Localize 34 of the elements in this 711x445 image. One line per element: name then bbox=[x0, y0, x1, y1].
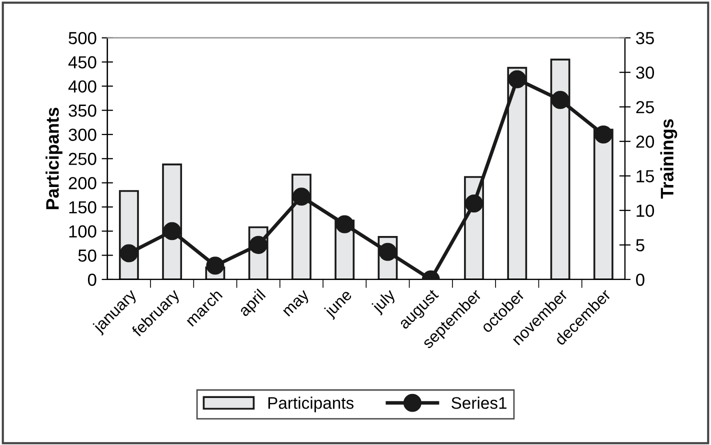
y-tick-label: 350 bbox=[68, 104, 96, 117]
x-tick-label: july bbox=[370, 288, 398, 316]
y2-tick-label: 20 bbox=[636, 136, 654, 148]
y-tick-label: 100 bbox=[69, 225, 96, 238]
y-tick-label: 0 bbox=[88, 274, 96, 286]
legend-label: Participants bbox=[268, 396, 354, 412]
y-tick-label: 200 bbox=[68, 176, 96, 190]
y2-tick-label: 0 bbox=[636, 274, 644, 286]
y-tick-label: 450 bbox=[68, 56, 96, 68]
y-tick-label: 300 bbox=[68, 128, 96, 141]
y-tick-label: 150 bbox=[69, 201, 96, 214]
legend-label: Series1 bbox=[452, 396, 506, 409]
y2-tick-label: 30 bbox=[636, 66, 654, 79]
point bbox=[163, 222, 182, 240]
point bbox=[120, 244, 138, 262]
y-axis-title: Participants bbox=[46, 108, 62, 210]
y2-tick-label: 35 bbox=[636, 32, 654, 44]
y2-tick-label: 10 bbox=[636, 204, 654, 217]
y-tick-label: 500 bbox=[68, 32, 96, 44]
y2-tick-label: 5 bbox=[636, 239, 644, 252]
y-tick-label: 250 bbox=[68, 152, 96, 166]
point bbox=[464, 194, 484, 213]
x-tick-label: may bbox=[282, 290, 312, 319]
y2-tick-label: 25 bbox=[636, 101, 654, 114]
point bbox=[508, 70, 526, 88]
y-tick-label: 50 bbox=[78, 249, 96, 262]
y2-tick-label: 15 bbox=[636, 170, 654, 182]
point bbox=[551, 90, 570, 109]
y2-axis-title: Trainings bbox=[660, 119, 678, 199]
y-tick-label: 400 bbox=[68, 80, 96, 93]
point bbox=[292, 188, 310, 206]
point bbox=[206, 256, 224, 275]
point bbox=[594, 125, 612, 144]
point bbox=[336, 215, 354, 234]
